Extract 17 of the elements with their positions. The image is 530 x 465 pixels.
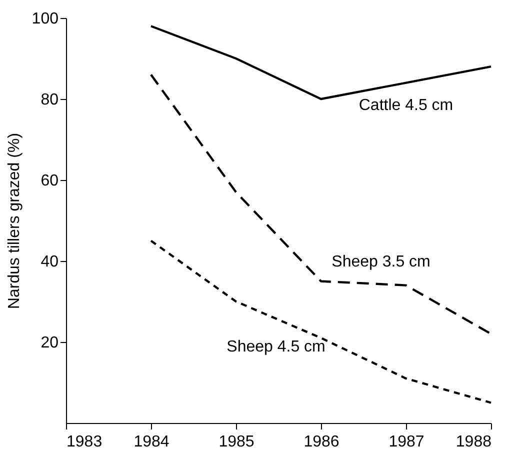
y-tick-label: 80	[40, 92, 59, 108]
y-tick-label: 20	[40, 334, 59, 352]
x-tick-label: 1986	[304, 434, 340, 450]
y-tick-label: 60	[40, 172, 59, 190]
series-label: Cattle 4.5 cm	[358, 96, 454, 114]
x-tick-label: 1985	[218, 434, 254, 450]
x-tick-label: 1984	[134, 434, 170, 450]
x-tick-label: 1983	[66, 434, 102, 450]
y-tick-label: 100	[32, 10, 59, 28]
x-tick-label: 1987	[388, 434, 424, 450]
x-tick-label: 1988	[456, 434, 492, 450]
series-label: Sheep 4.5 cm	[226, 338, 326, 356]
series-label: Sheep 3.5 cm	[332, 253, 430, 270]
y-tick-label: 40	[40, 254, 59, 270]
y-axis-title: Nardus tillers grazed (%)	[6, 132, 23, 310]
line-series	[150, 74, 492, 335]
line-series	[150, 240, 492, 404]
